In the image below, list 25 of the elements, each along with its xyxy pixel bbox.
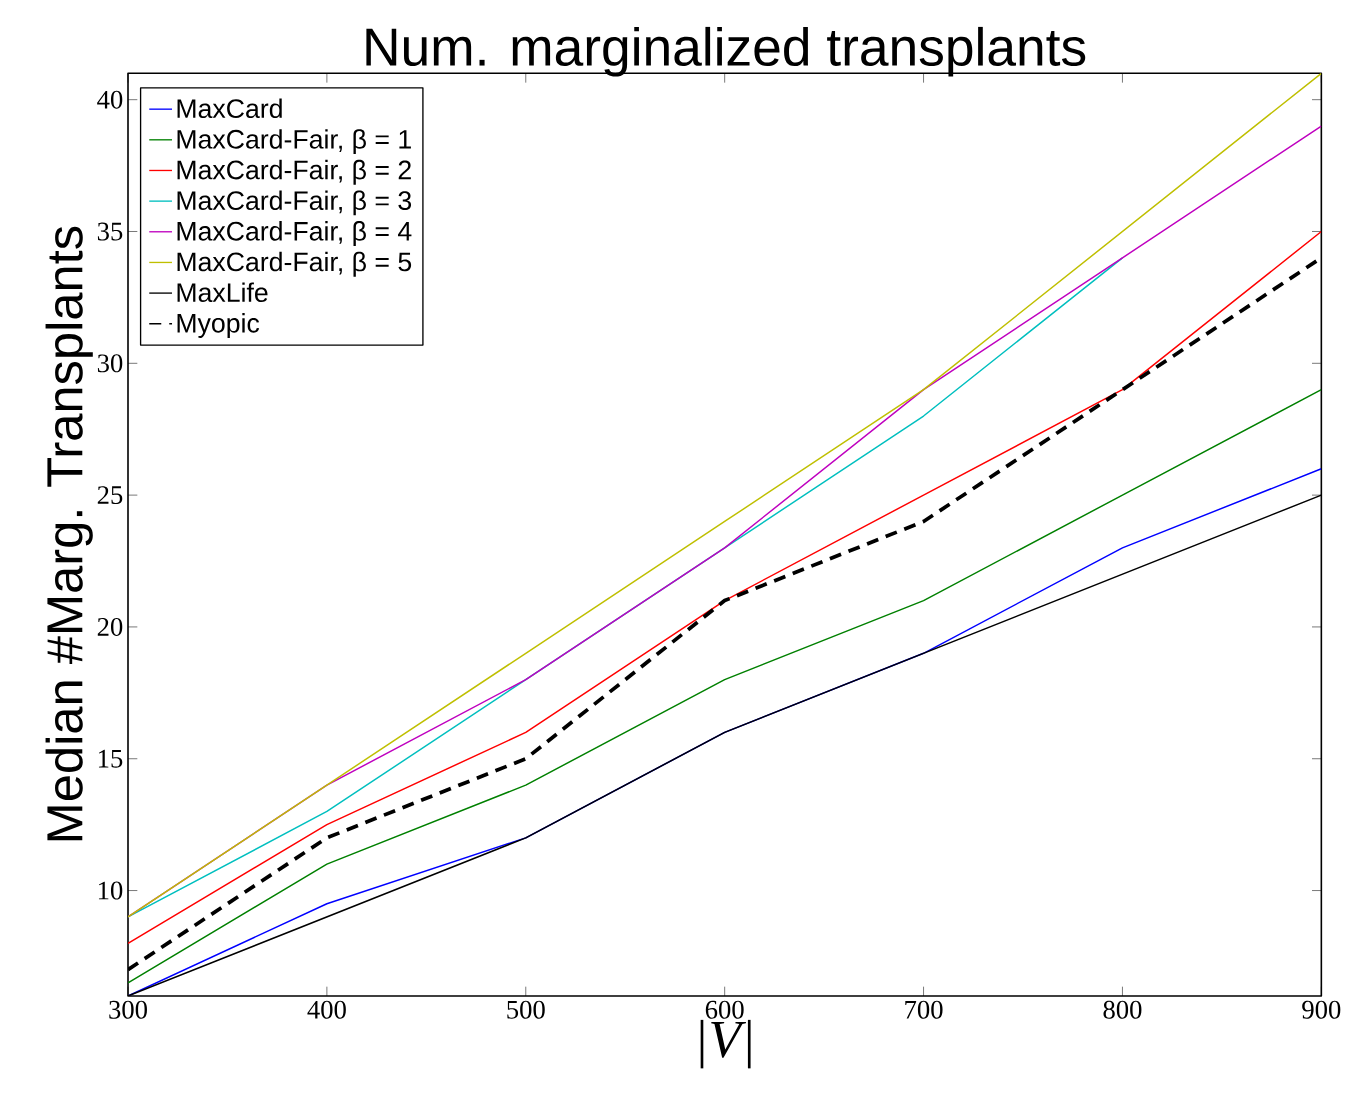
- legend-label: MaxCard-Fair, β = 1: [177, 129, 411, 155]
- x-tick-label: 600: [705, 1000, 744, 1019]
- legend-label: MaxCard-Fair, β = 5: [177, 251, 412, 277]
- y-tick-label: 40: [97, 90, 123, 109]
- x-axis-title: |V|: [700, 1019, 751, 1069]
- x-tick-label: 300: [109, 1000, 147, 1019]
- x-tick-label: 800: [1103, 1000, 1142, 1019]
- legend-label: MaxCard-Fair, β = 3: [177, 190, 412, 216]
- legend-label: MaxCard-Fair, β = 4: [177, 221, 412, 246]
- x-tick-label: 900: [1302, 1000, 1341, 1019]
- y-tick-label: 35: [97, 222, 123, 241]
- x-tick-label: 400: [307, 1000, 346, 1019]
- legend-label: MaxLife: [177, 282, 268, 303]
- y-axis-title: Median #Marg. Transplants: [45, 226, 93, 841]
- y-tick-label: 30: [97, 354, 123, 373]
- chart-title: Num. marginalized transplants: [366, 26, 1086, 77]
- y-tick-label: 25: [97, 486, 123, 505]
- x-tick-label: 700: [905, 1000, 943, 1019]
- y-tick-label: 20: [97, 617, 123, 636]
- legend-label: MaxCard: [177, 98, 282, 119]
- legend-label: Myopic: [177, 313, 260, 338]
- legend-label: MaxCard-Fair, β = 2: [177, 159, 411, 185]
- y-tick-label: 10: [98, 881, 123, 900]
- x-tick-label: 500: [507, 1000, 545, 1019]
- y-tick-label: 15: [98, 749, 123, 768]
